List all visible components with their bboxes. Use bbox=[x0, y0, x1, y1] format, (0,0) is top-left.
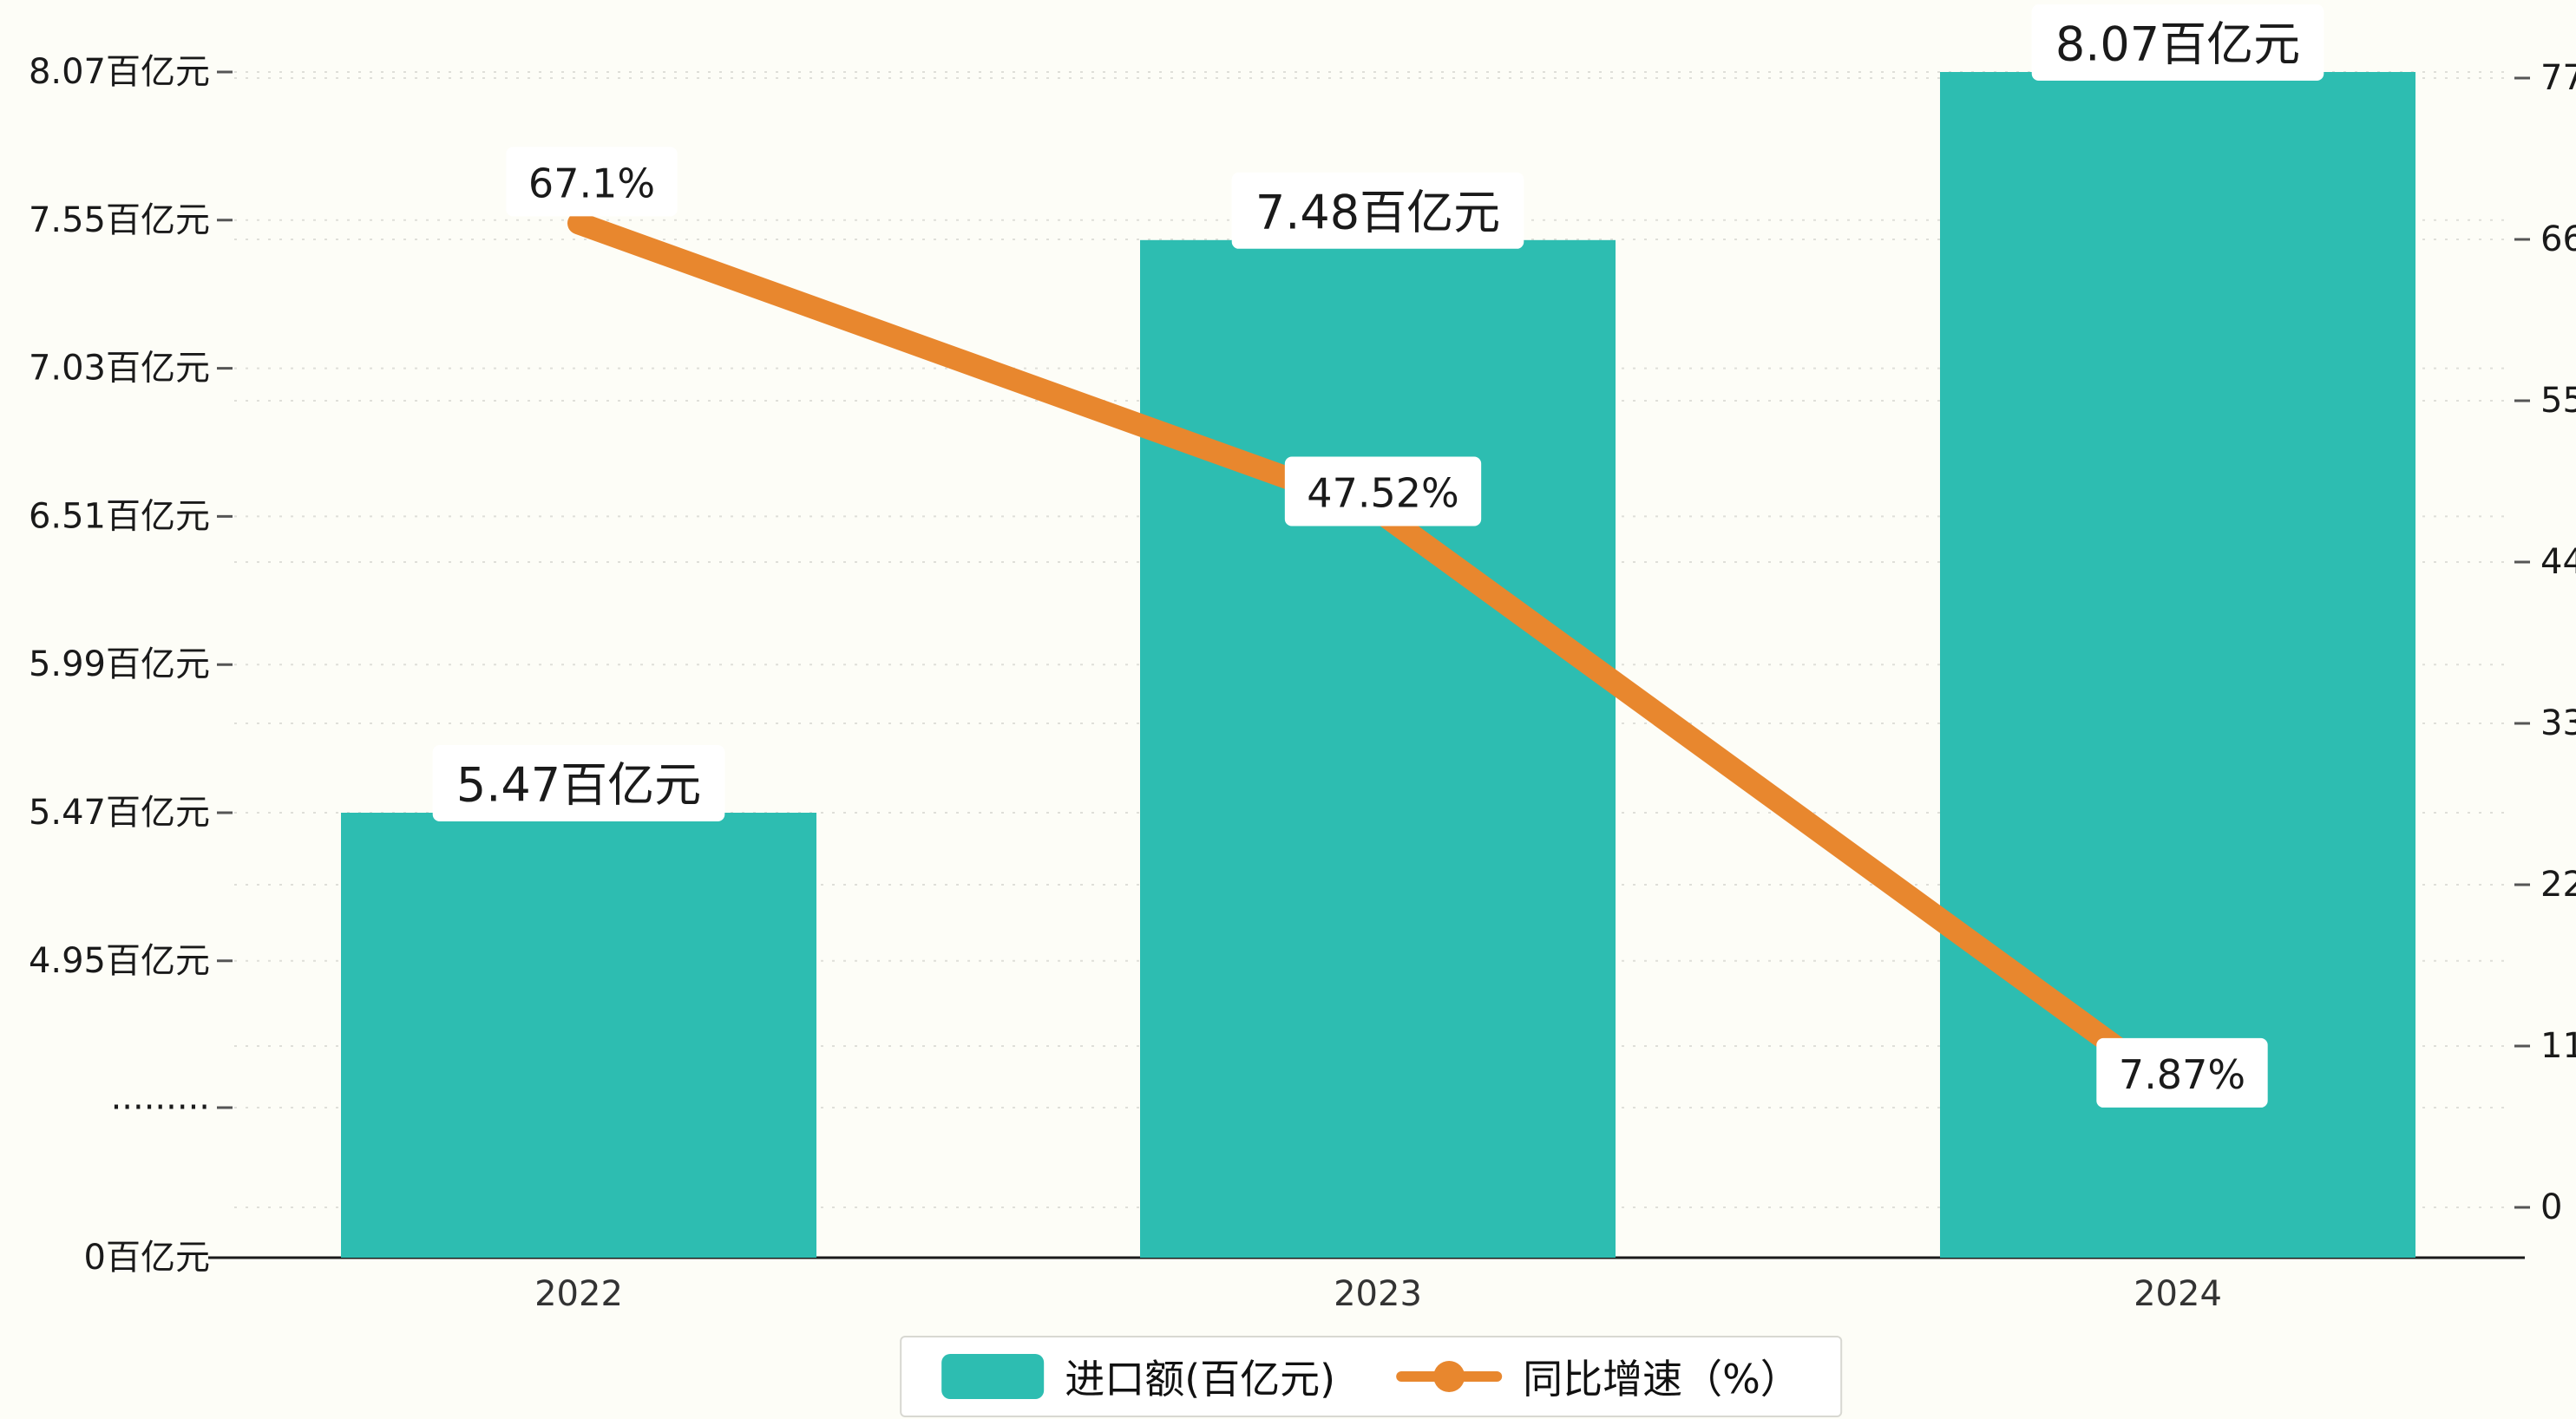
right-tick-label: 22 bbox=[2540, 865, 2576, 905]
bar-label-2024-text: 8.07百亿元 bbox=[2055, 17, 2300, 72]
legend-item-growth[interactable]: 同比增速（%） bbox=[1396, 1348, 1800, 1405]
bar-label-2022-text: 5.47百亿元 bbox=[456, 758, 701, 813]
left-tick-label: ········· bbox=[111, 1088, 210, 1128]
left-tick-label: 0百亿元 bbox=[84, 1238, 210, 1278]
right-tick-label: 0 bbox=[2540, 1187, 2562, 1227]
bar-series bbox=[341, 72, 2415, 1258]
bar-label-2022: 5.47百亿元 bbox=[432, 745, 725, 821]
line-series-swatch bbox=[1396, 1361, 1503, 1392]
line-label-2022-box bbox=[506, 147, 678, 217]
line-label-2024-text: 7.87% bbox=[2119, 1051, 2245, 1098]
category-label: 2023 bbox=[1334, 1274, 1422, 1314]
line-label-2023-text: 47.52% bbox=[1307, 469, 1458, 516]
left-tick-label: 7.03百亿元 bbox=[29, 349, 210, 389]
right-tick-label: 11 bbox=[2540, 1026, 2576, 1066]
bar-label-2022-box bbox=[432, 745, 725, 821]
left-tick-label: 4.95百亿元 bbox=[29, 941, 210, 981]
bar-label-2023-box bbox=[1231, 172, 1524, 249]
right-tick-label: 77 bbox=[2540, 58, 2576, 98]
line-label-2024-box bbox=[2096, 1037, 2268, 1108]
category-label: 2022 bbox=[534, 1274, 623, 1314]
legend-label-growth: 同比增速（%） bbox=[1523, 1356, 1800, 1403]
bar-2022[interactable] bbox=[341, 813, 816, 1258]
right-tick-label: 33 bbox=[2540, 703, 2576, 743]
bar-label-2023-text: 7.48百亿元 bbox=[1255, 185, 1500, 239]
category-label: 2024 bbox=[2134, 1274, 2222, 1314]
line-label-2023-box bbox=[1284, 456, 1482, 526]
line-label-2024: 7.87% bbox=[2096, 1037, 2268, 1108]
left-tick-label: 5.47百亿元 bbox=[29, 793, 210, 833]
line-label-2022: 67.1% bbox=[506, 147, 678, 217]
line-label-2022-text: 67.1% bbox=[528, 160, 655, 206]
bar-2023[interactable] bbox=[1140, 239, 1616, 1258]
x-axis-labels: 2022 2023 2024 bbox=[534, 1274, 2222, 1314]
legend-item-imports[interactable]: 进口额(百亿元) bbox=[941, 1348, 1335, 1405]
left-tick-label: 7.55百亿元 bbox=[29, 200, 210, 240]
bar-label-2024: 8.07百亿元 bbox=[2031, 4, 2324, 82]
legend: 进口额(百亿元) 同比增速（%） bbox=[900, 1336, 1842, 1417]
right-tick-label: 55 bbox=[2540, 381, 2576, 421]
bar-series-swatch bbox=[941, 1354, 1045, 1399]
left-tick-label: 5.99百亿元 bbox=[29, 644, 210, 684]
left-tick-label: 8.07百亿元 bbox=[29, 52, 210, 92]
left-tick-label: 6.51百亿元 bbox=[29, 496, 210, 536]
bar-label-2024-box bbox=[2031, 4, 2324, 82]
left-axis: 8.07百亿元 7.55百亿元 7.03百亿元 6.51百亿元 5.99百亿元 5.47百… bbox=[29, 52, 233, 1278]
right-axis: 77 66 55 44 33 22 11 0 bbox=[2514, 58, 2576, 1227]
line-marker-dot bbox=[1433, 1361, 1465, 1392]
right-tick-label: 44 bbox=[2540, 542, 2576, 582]
right-tick-label: 66 bbox=[2540, 219, 2576, 259]
line-label-2023: 47.52% bbox=[1284, 456, 1482, 526]
bar-label-2023: 7.48百亿元 bbox=[1231, 172, 1524, 249]
legend-label-imports: 进口额(百亿元) bbox=[1065, 1356, 1336, 1403]
